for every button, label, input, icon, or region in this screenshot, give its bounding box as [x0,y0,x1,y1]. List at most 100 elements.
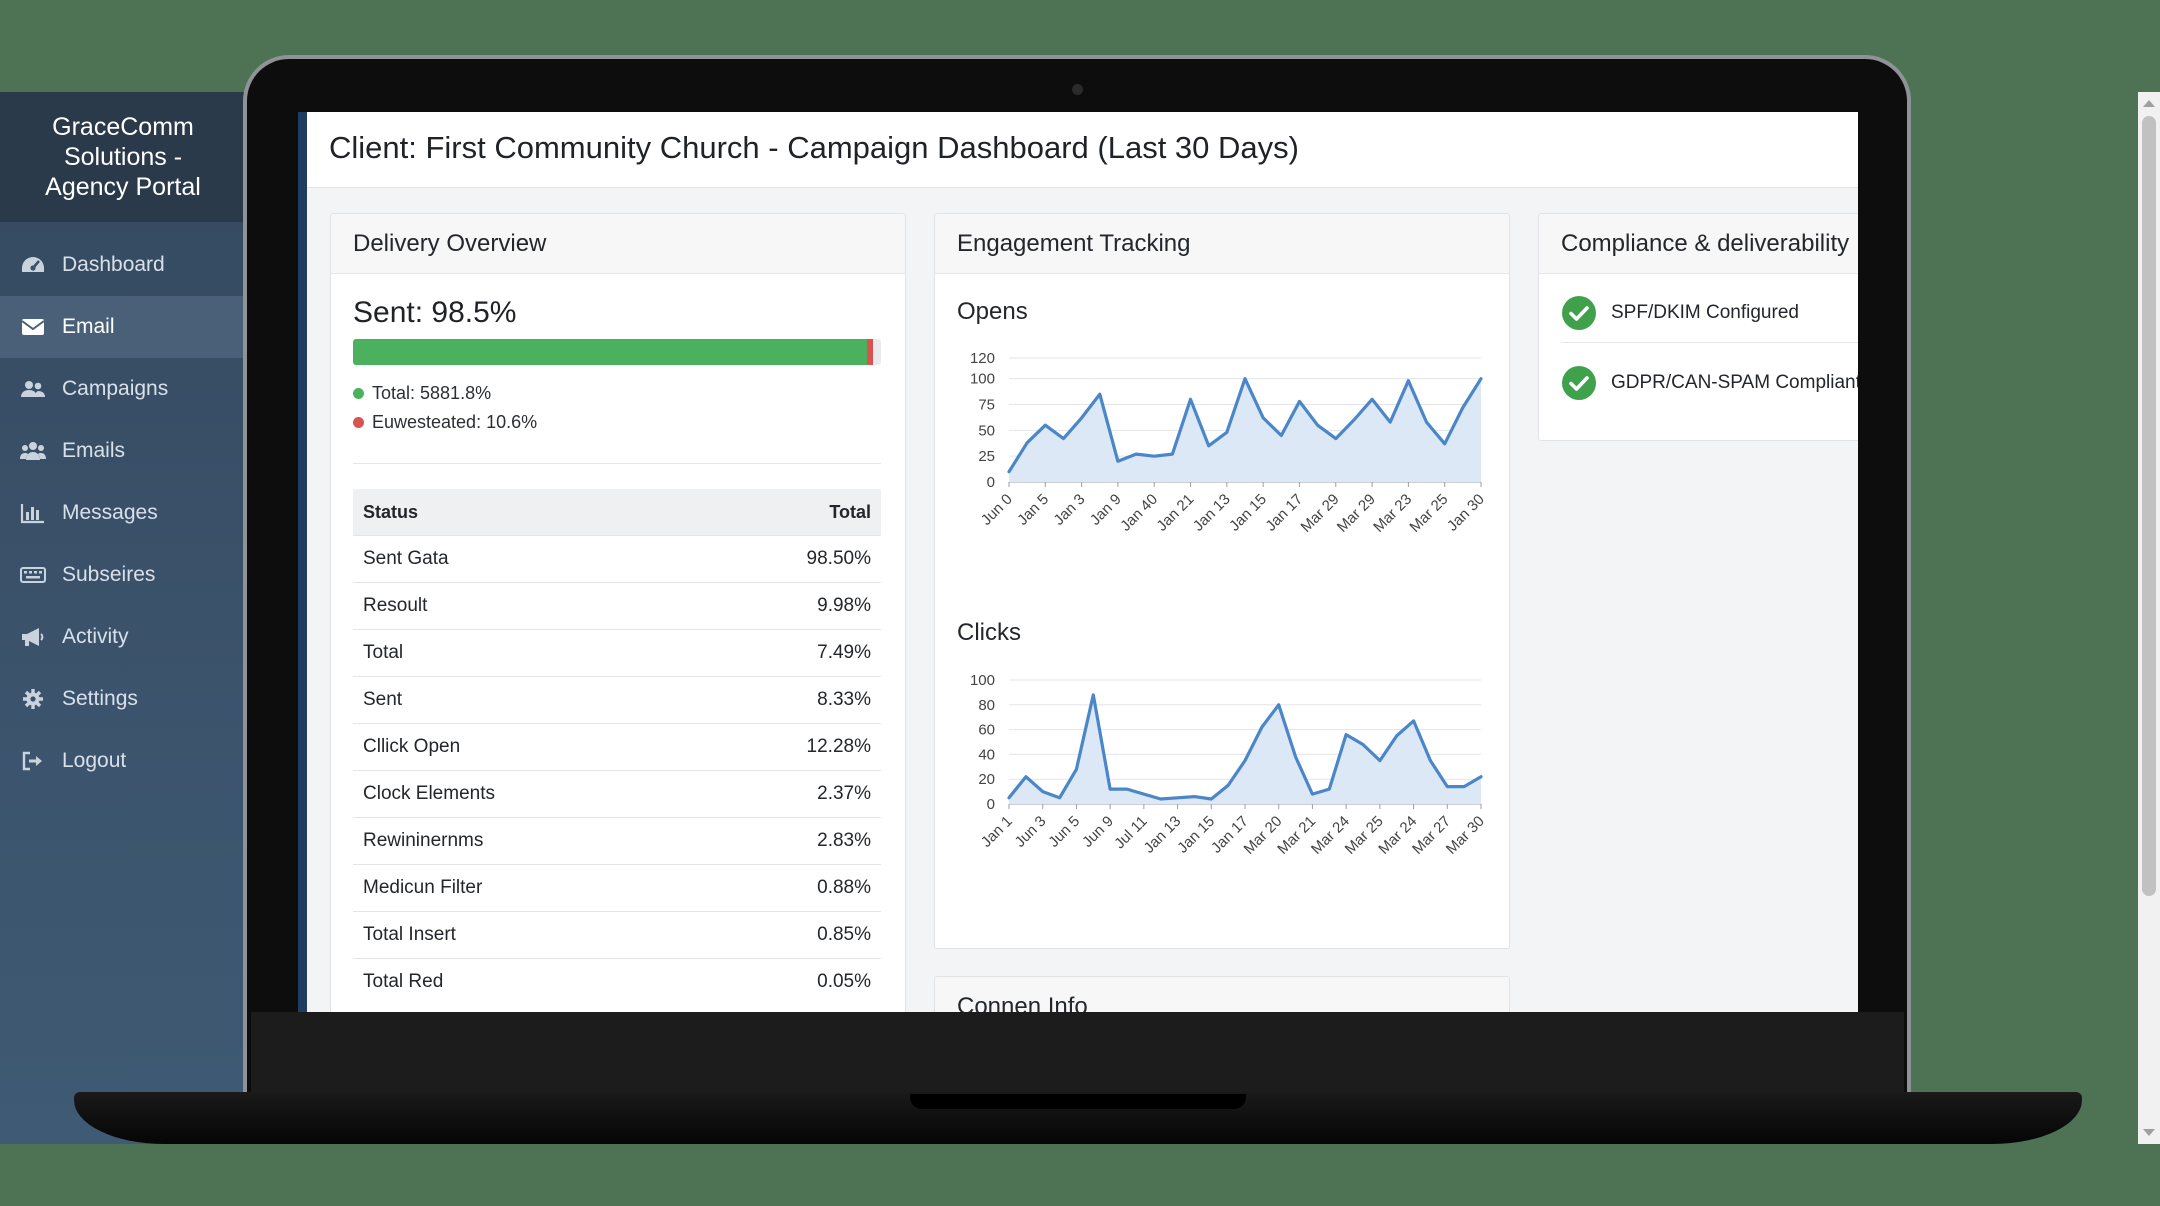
legend-item-total: Total: 5881.8% [353,383,491,404]
table-row: Cllick Open 12.28% [353,723,881,771]
sidebar-item-activity[interactable]: Activity [0,606,246,668]
table-header-row: Status Total [353,489,881,536]
sidebar-item-logout[interactable]: Logout [0,730,246,792]
y-tick-label: 25 [978,448,995,465]
bullhorn-icon [22,628,44,646]
legend-item-euwesteated: Euwesteated: 10.6% [353,412,537,433]
series-line [1007,693,1483,801]
divider [1561,342,1858,343]
row-status: Sent [353,676,693,724]
row-status: Clock Elements [353,770,693,818]
series-line [1007,377,1483,474]
page-scrollbar[interactable] [2138,92,2160,1144]
y-tick-label: 60 [978,722,995,739]
sidebar-item-label: Logout [62,749,127,772]
table-row: Rewininernms 2.83% [353,817,881,865]
check-circle-icon [1562,296,1596,330]
page-title: Client: First Community Church - Campaig… [329,130,1299,165]
row-status: Total Insert [353,911,693,959]
y-tick-label: 80 [978,697,995,714]
y-tick-label: 75 [978,397,995,414]
scrollbar-thumb[interactable] [2142,116,2156,896]
brand-logo-text: GraceComm Solutions - Agency Portal [0,92,246,222]
y-tick-label: 40 [978,746,995,763]
series-area [1009,694,1481,804]
sent-percentage: Sent: 98.5% [353,296,517,329]
card-title: Engagement Tracking [935,214,1509,274]
logout-icon [22,751,42,771]
sidebar-item-label: Campaigns [62,377,169,400]
sidebar-item-label: Subseires [62,563,156,586]
y-tick-label: 120 [970,350,995,367]
row-total: 2.37% [692,770,881,818]
sidebar-item-messages[interactable]: Messages [0,482,246,544]
x-tick-label: Jan 15 [1174,813,1218,857]
row-status: Medicun Filter [353,864,693,912]
compliance-label: GDPR/CAN-SPAM Compliant [1611,372,1858,393]
progress-marker [867,339,874,365]
row-total: 0.88% [692,864,881,912]
legend-label: Euwesteated: 10.6% [372,412,538,432]
status-table: Status Total Sent Gata 98.50% Resoult 9.98… [353,489,881,1005]
table-row: Resoult 9.98% [353,582,881,630]
delivery-overview-card: Delivery Overview Sent: 98.5% Total: 588… [330,213,906,1012]
x-tick-label: Jan 13 [1141,813,1185,857]
sidebar-item-settings[interactable]: Settings [0,668,246,730]
sidebar-nav: Dashboard Email Campaigns Emails Message… [0,234,246,792]
sidebar-item-subseires[interactable]: Subseires [0,544,246,606]
clicks-chart-title: Clicks [957,619,1021,646]
gear-icon [23,689,43,709]
y-tick-label: 100 [970,371,995,388]
divider [353,463,881,464]
card-title: Compliance & deliverability [1539,214,1858,274]
y-tick-label: 20 [978,771,995,788]
legend-label: Total: 5881.8% [372,383,492,403]
row-total: 98.50% [692,535,881,583]
laptop-chin [251,1012,1904,1094]
row-total: 0.85% [692,911,881,959]
row-total: 12.28% [692,723,881,771]
x-tick-label: Jan 13 [1190,491,1234,535]
x-tick-label: Jan 5 [1014,491,1052,529]
compliance-item-spf-dkim: SPF/DKIM Configured [1561,284,1858,342]
y-tick-label: 0 [987,796,995,813]
table-row: Clock Elements 2.37% [353,770,881,818]
group-icon [20,442,46,460]
red-dot-icon [353,417,364,428]
scroll-down-arrow-icon[interactable] [2143,1129,2155,1136]
column-header-status: Status [353,489,693,536]
sidebar-item-email[interactable]: Email [0,296,246,358]
dashboard-icon [22,257,44,272]
table-row: Total Red 0.05% [353,958,881,1005]
brand-line-3: Agency Portal [45,173,201,201]
sidebar-item-label: Dashboard [62,253,165,276]
row-total: 2.83% [692,817,881,865]
x-tick-label: Jun 5 [1045,813,1083,851]
row-total: 7.49% [692,629,881,677]
row-status: Rewininernms [353,817,693,865]
table-row: Total 7.49% [353,629,881,677]
keyboard-icon [20,567,46,583]
progress-fill [353,339,868,365]
x-tick-label: Jan 3 [1050,491,1088,529]
compliance-card: Compliance & deliverability SPF/DKIM Con… [1538,213,1858,441]
opens-chart-title: Opens [957,298,1028,325]
engagement-tracking-card: Engagement Tracking Opens 0 25 50 75 100 120 J… [934,213,1510,949]
brand-line-2: Solutions - [63,143,183,171]
laptop-screen: Client: First Community Church - Campaig… [298,112,1858,1012]
envelope-icon [21,319,45,335]
sidebar-item-campaigns[interactable]: Campaigns [0,358,246,420]
screen-sidebar-edge [298,112,307,1012]
x-tick-label: Mar 29 [1334,491,1379,536]
x-tick-label: Jun 9 [1079,813,1117,851]
users-icon [21,381,45,397]
scroll-up-arrow-icon[interactable] [2143,100,2155,107]
x-tick-label: Mar 23 [1370,491,1415,536]
table-row: Sent 8.33% [353,676,881,724]
x-tick-label: Mar 25 [1406,491,1451,536]
sidebar-item-dashboard[interactable]: Dashboard [0,234,246,296]
laptop-notch [910,1094,1246,1109]
sidebar-item-emails[interactable]: Emails [0,420,246,482]
